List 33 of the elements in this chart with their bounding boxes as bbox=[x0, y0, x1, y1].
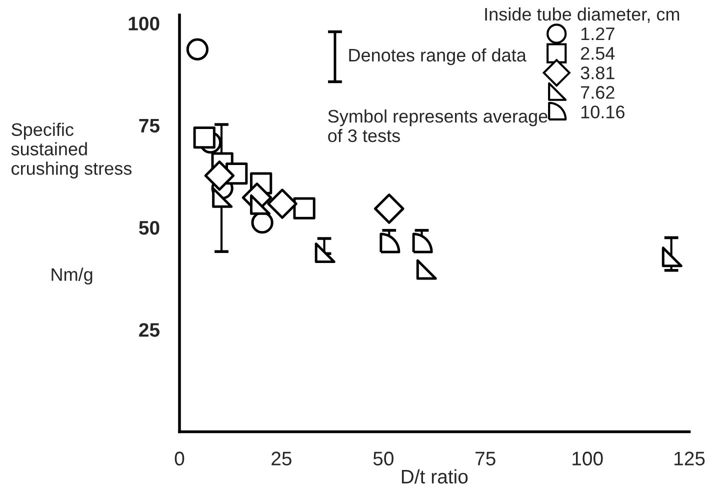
point bbox=[416, 259, 437, 280]
legend-label: 2.54 bbox=[580, 46, 615, 60]
x-axis-title: D/t ratio bbox=[402, 469, 468, 484]
y-tick-label: 50 bbox=[139, 220, 160, 235]
point bbox=[186, 38, 209, 60]
x-tick-label: 100 bbox=[572, 452, 603, 466]
point bbox=[662, 246, 682, 268]
legend-label: 1.27 bbox=[581, 27, 614, 40]
x-tick-label: 75 bbox=[476, 452, 496, 466]
point bbox=[267, 188, 298, 219]
legend-label: 7.62 bbox=[581, 86, 614, 99]
point bbox=[204, 160, 235, 191]
x-tick-label: 25 bbox=[272, 452, 292, 466]
y-tick-label: 100 bbox=[128, 16, 160, 30]
point bbox=[293, 197, 316, 220]
point bbox=[212, 187, 233, 208]
point bbox=[380, 232, 400, 254]
y-axis-title: Specific sustained crushing stress bbox=[11, 122, 132, 178]
annotation: Symbol represents average of 3 tests bbox=[328, 109, 548, 142]
y-tick-label: 25 bbox=[139, 323, 160, 337]
x-tick-label: 0 bbox=[174, 452, 184, 466]
y-tick-label: 75 bbox=[139, 119, 160, 133]
legend-title: Inside tube diameter, cm bbox=[485, 7, 680, 23]
point bbox=[193, 126, 216, 149]
text: Nm/g bbox=[52, 268, 92, 285]
point bbox=[412, 232, 433, 254]
point bbox=[374, 194, 404, 224]
annotation: Denotes range of data bbox=[349, 48, 526, 66]
x-tick-label: 50 bbox=[373, 452, 394, 466]
x-tick-label: 125 bbox=[674, 452, 705, 466]
legend-label: 10.16 bbox=[581, 106, 624, 118]
legend-label: 3.81 bbox=[580, 66, 614, 80]
point bbox=[314, 242, 336, 264]
